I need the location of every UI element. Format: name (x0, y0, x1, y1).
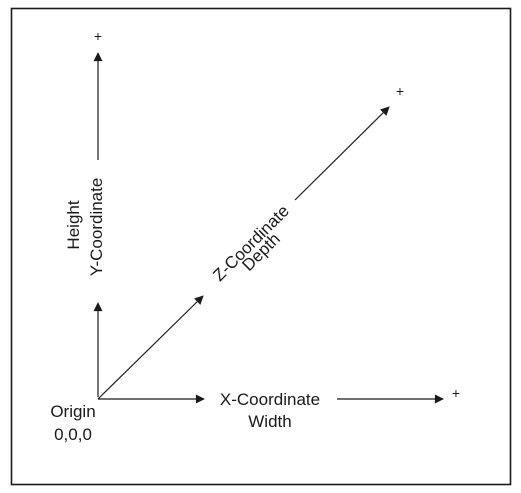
z-axis-positive-sign: + (396, 83, 404, 99)
x-axis-label-line2: Width (248, 412, 291, 431)
y-axis-label-line2: Height (64, 200, 83, 249)
z-axis-upper-segment (294, 106, 390, 201)
z-axis-lower-segment (97, 295, 204, 400)
y-axis-label-line1: Y-Coordinate (87, 178, 106, 277)
x-axis-positive-sign: + (452, 385, 460, 401)
origin-coordinates: 0,0,0 (54, 425, 92, 444)
x-axis-label-line1: X-Coordinate (220, 390, 320, 409)
origin-label: Origin (50, 402, 95, 421)
y-axis-positive-sign: + (94, 28, 102, 44)
diagram-frame (10, 7, 512, 486)
